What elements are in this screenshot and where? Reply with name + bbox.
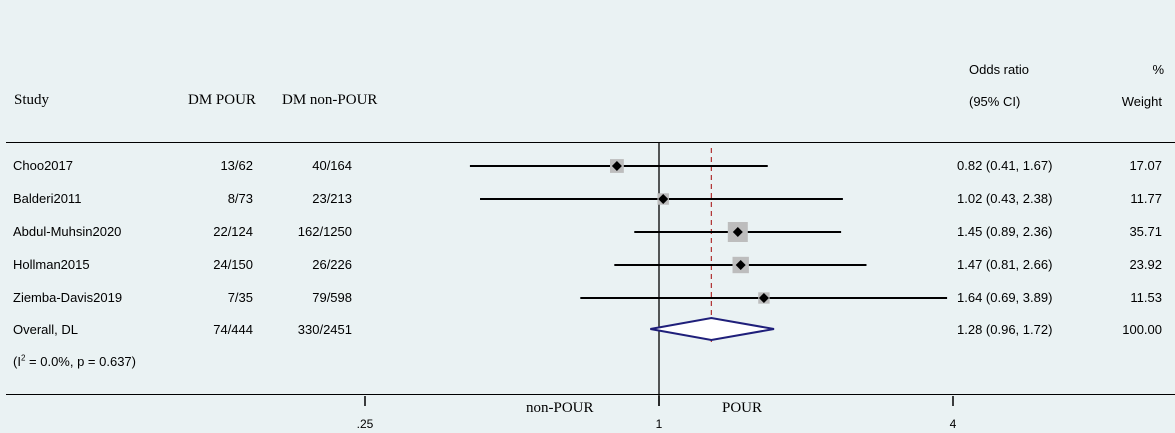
header-weight: Weight (1121, 94, 1162, 109)
group1-count: 7/35 (227, 290, 253, 305)
x-tick-label: 4 (950, 417, 957, 431)
header-percent: % (1152, 62, 1164, 77)
overall-diamond (650, 316, 775, 342)
header-dm-non-pour: DM non-POUR (282, 92, 378, 108)
heterogeneity-sup: 2 (20, 353, 26, 363)
overall-group2-count: 330/2451 (297, 322, 352, 337)
point-estimate-marker (758, 293, 769, 303)
axis-label-pour: POUR (722, 400, 763, 416)
header-separator (6, 142, 1175, 143)
ci-text: 0.82 (0.41, 1.67) (957, 158, 1053, 173)
axis-label-non-pour: non-POUR (526, 400, 594, 416)
heterogeneity-stat: (I2 = 0.0%, p = 0.637) (13, 354, 136, 369)
point-estimate-marker (611, 161, 622, 171)
group1-count: 8/73 (227, 191, 253, 206)
group1-count: 24/150 (213, 257, 253, 272)
weight-value: 35.71 (1129, 224, 1162, 239)
x-tick-label: .25 (357, 417, 374, 431)
ci-text: 1.64 (0.69, 3.89) (957, 290, 1053, 305)
point-estimate-marker (658, 194, 669, 204)
overall-ci-text: 1.28 (0.96, 1.72) (957, 322, 1053, 337)
heterogeneity-suffix: = 0.0%, p = 0.637) (25, 354, 136, 369)
study-name: Choo2017 (13, 158, 73, 173)
group2-count: 40/164 (312, 158, 352, 173)
study-name: Hollman2015 (13, 257, 90, 272)
x-tick-label: 1 (656, 417, 663, 431)
footer-separator (6, 394, 1175, 395)
group1-count: 13/62 (220, 158, 253, 173)
header-ci: (95% CI) (969, 94, 1021, 109)
weight-value: 23.92 (1129, 257, 1162, 272)
study-name: Balderi2011 (13, 191, 82, 206)
group1-count: 22/124 (213, 224, 253, 239)
point-estimate-marker (735, 260, 746, 270)
weight-value: 17.07 (1129, 158, 1162, 173)
group2-count: 23/213 (312, 191, 352, 206)
study-name: Ziemba-Davis2019 (13, 290, 123, 305)
weight-value: 11.77 (1130, 191, 1162, 206)
overall-weight: 100.00 (1122, 322, 1162, 337)
group2-count: 26/226 (312, 257, 352, 272)
study-name: Abdul-Muhsin2020 (13, 224, 122, 239)
header-dm-pour: DM POUR (188, 92, 256, 108)
ci-text: 1.02 (0.43, 2.38) (957, 191, 1053, 206)
overall-label: Overall, DL (13, 322, 79, 337)
point-estimate-marker (732, 227, 743, 237)
group2-count: 162/1250 (297, 224, 352, 239)
overall-group1-count: 74/444 (213, 322, 253, 337)
weight-value: 11.53 (1130, 290, 1162, 305)
header-study: Study (14, 92, 50, 108)
header-odds-ratio: Odds ratio (969, 62, 1029, 77)
ci-text: 1.45 (0.89, 2.36) (957, 224, 1053, 239)
heterogeneity-prefix: (I (13, 354, 21, 369)
ci-text: 1.47 (0.81, 2.66) (957, 257, 1053, 272)
group2-count: 79/598 (312, 290, 352, 305)
